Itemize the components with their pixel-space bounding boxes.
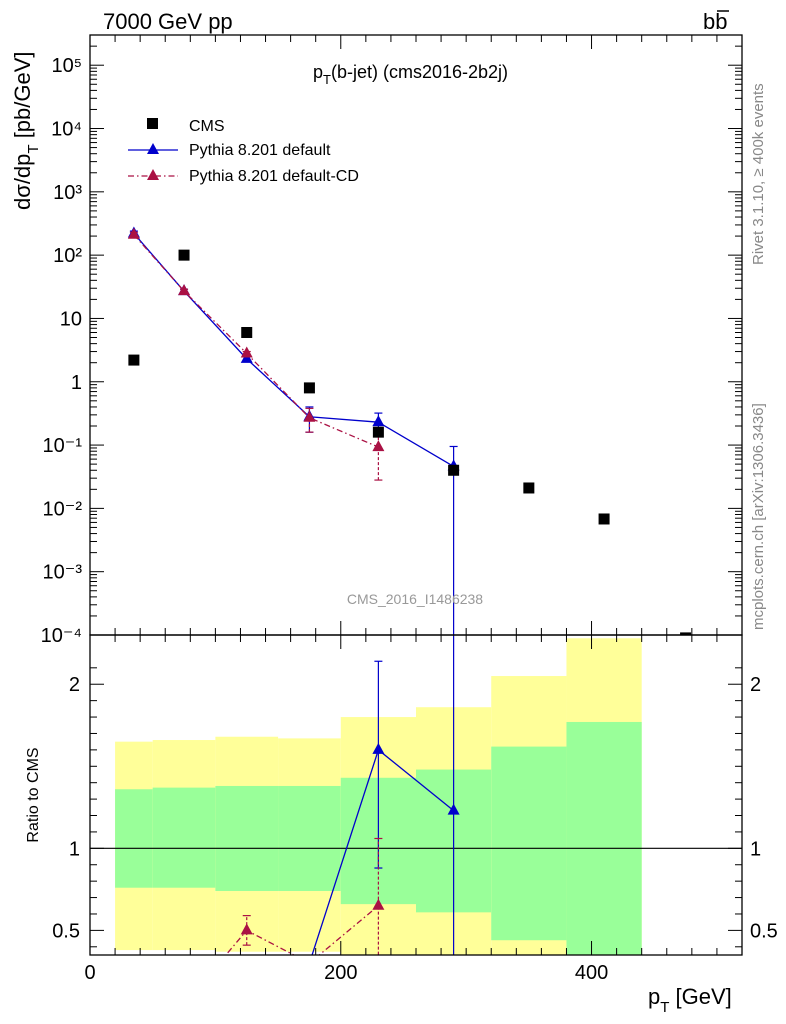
title-p: p — [313, 62, 323, 82]
marker-default-cd — [240, 346, 253, 358]
ratio-series-group — [90, 635, 742, 955]
main-ylabel: dσ/dpT [pb/GeV] — [10, 51, 42, 210]
x-tick-label: 0 — [84, 962, 95, 984]
legend-marker-cms — [147, 118, 158, 129]
ratio-y-tick-label: 2 — [69, 674, 80, 696]
legend-marker-default-cd — [147, 169, 159, 180]
marker-default-cd — [303, 410, 316, 422]
ylabel-a: dσ/dp — [10, 154, 35, 210]
ratio-line-default-cd — [224, 905, 379, 955]
main-y-tick-label: 10³ — [53, 182, 82, 204]
title-rest: (b-jet) (cms2016-2b2j) — [331, 62, 508, 82]
main-frame — [89, 34, 743, 636]
ratio-y-tick-label-right: 0.5 — [750, 920, 778, 942]
legend: CMS Pythia 8.201 default Pythia 8.201 de… — [128, 118, 359, 185]
main-panel — [127, 226, 692, 635]
xlabel-sub: T — [660, 999, 669, 1016]
ratio-marker-default — [372, 742, 385, 754]
header-process-b: b — [703, 9, 715, 34]
main-y-tick-label: 1 — [71, 372, 82, 394]
ratio-marker-default-cd — [372, 898, 385, 910]
marker-default-cd — [372, 440, 385, 452]
uncertainty-band-green — [115, 789, 153, 888]
header-process-bbar: b — [715, 9, 727, 34]
legend-label-default-cd: Pythia 8.201 default-CD — [189, 168, 359, 185]
main-y-tick-label: 10⁻⁴ — [41, 625, 82, 647]
legend-label-default: Pythia 8.201 default — [189, 142, 331, 159]
main-y-tick-label: 10 — [60, 308, 82, 330]
marker-default-cd — [127, 227, 140, 239]
main-y-ticks: 10⁻⁴ 10⁻³ 10⁻² 10⁻¹ 1 10 10² 10³ 10⁴ 10⁵ — [41, 34, 743, 647]
main-series-group — [127, 226, 692, 635]
marker-cms — [372, 426, 384, 438]
ratio-line-default — [311, 748, 455, 955]
marker-cms — [303, 382, 315, 394]
ratio-y-tick-label: 0.5 — [52, 920, 80, 942]
marker-cms — [128, 354, 140, 366]
marker-cms — [680, 632, 692, 635]
xlabel-rest: [GeV] — [669, 984, 731, 1009]
marker-cms — [241, 326, 253, 338]
x-axis-label: pT [GeV] — [648, 984, 732, 1016]
ratio-marker-default-cd — [240, 923, 253, 935]
main-y-tick-label: 10² — [53, 245, 82, 267]
plot-title: pT(b-jet) (cms2016-2b2j) — [313, 62, 508, 87]
mcplots-label: mcplots.cern.ch [arXiv:1306.3436] — [750, 403, 767, 630]
x-tick-label: 400 — [575, 962, 608, 984]
uncertainty-band-green — [152, 787, 216, 888]
main-y-tick-label: 10⁵ — [51, 55, 82, 77]
marker-cms — [523, 482, 535, 494]
ratio-y-tick-label-right: 1 — [750, 838, 761, 860]
series-line-default-cd — [133, 234, 379, 448]
ylabel-b: [pb/GeV] — [10, 51, 35, 144]
marker-cms — [178, 249, 190, 261]
uncertainty-band-green — [491, 746, 567, 941]
ylabel-sub: T — [25, 144, 42, 153]
ratio-panel — [90, 635, 742, 955]
uncertainty-band-green — [215, 785, 279, 891]
marker-default — [372, 415, 385, 427]
legend-label-cms: CMS — [189, 118, 225, 135]
header-energy: 7000 GeV pp — [103, 9, 233, 34]
rivet-label: Rivet 3.1.10, ≥ 400k events — [750, 83, 767, 265]
marker-cms — [448, 464, 460, 476]
marker-default-cd — [178, 284, 191, 296]
uncertainty-band-green — [278, 785, 341, 891]
ratio-ylabel: Ratio to CMS — [25, 747, 42, 842]
ratio-y-tick-label-right: 2 — [750, 674, 761, 696]
legend-marker-default — [147, 143, 159, 154]
xlabel-p: p — [648, 984, 660, 1009]
watermark: CMS_2016_I1486238 — [347, 591, 483, 607]
main-y-tick-label: 10⁻² — [43, 498, 83, 520]
main-y-tick-label: 10⁻¹ — [43, 435, 83, 457]
main-y-tick-label: 10⁻³ — [43, 562, 83, 584]
header-process: bb — [703, 9, 728, 34]
series-line-default — [133, 233, 454, 467]
marker-cms — [598, 513, 610, 525]
ratio-marker-default — [447, 803, 460, 815]
uncertainty-band-green — [566, 721, 642, 955]
main-y-tick-label: 10⁴ — [51, 119, 82, 141]
x-tick-label: 200 — [324, 962, 357, 984]
ratio-y-tick-label: 1 — [69, 838, 80, 860]
ratio-ticks: 0.5 0.5 1 1 2 2 0 200 400 — [52, 635, 778, 984]
title-sub: T — [323, 72, 331, 87]
